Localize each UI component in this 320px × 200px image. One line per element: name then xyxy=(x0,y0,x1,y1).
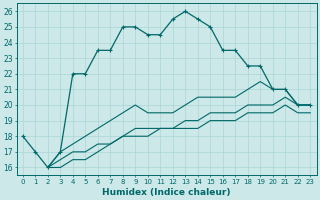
X-axis label: Humidex (Indice chaleur): Humidex (Indice chaleur) xyxy=(102,188,231,197)
